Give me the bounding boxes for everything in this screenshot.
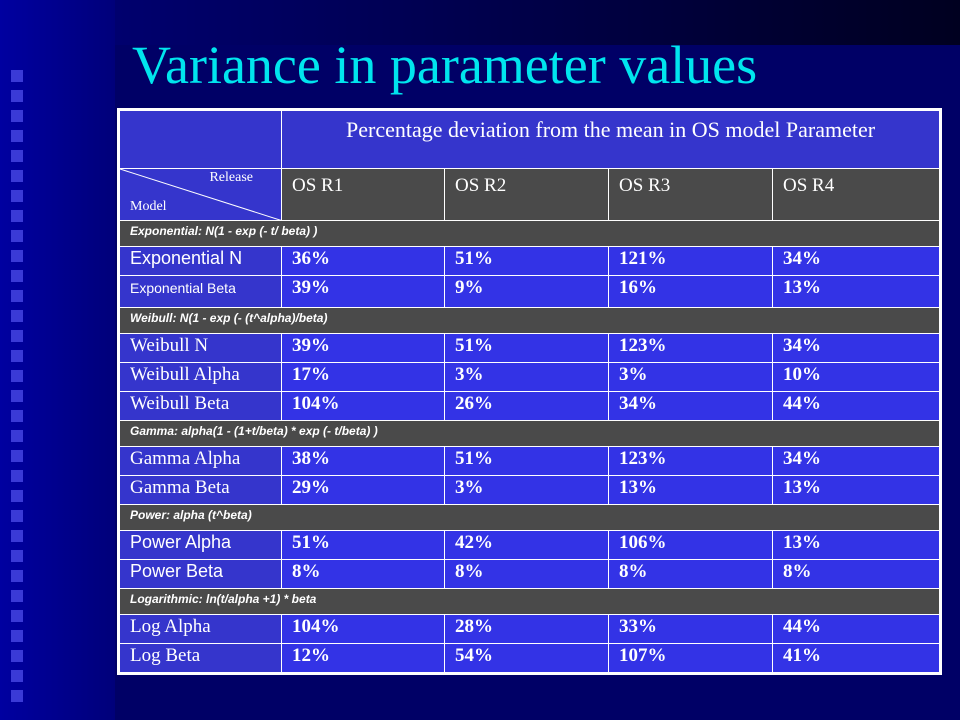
table-row: Exponential N 36% 51% 121% 34%	[118, 246, 942, 276]
cell-value: 34%	[608, 391, 773, 421]
cell-value: 51%	[444, 446, 609, 476]
cell-value: 29%	[281, 475, 445, 505]
row-label: Exponential Beta	[118, 275, 282, 308]
section-row-weibull: Weibull: N(1 - exp (- (t^alpha)/beta)	[117, 307, 942, 334]
column-header-os-r4: OS R4	[771, 168, 942, 221]
cell-value: 3%	[444, 362, 609, 392]
header-title-cell: Percentage deviation from the mean in OS…	[280, 109, 942, 169]
cell-value: 104%	[281, 391, 445, 421]
column-header-row: Release Model OS R1 OS R2 OS R3 OS R4	[118, 168, 942, 221]
column-header-os-r3: OS R3	[608, 168, 773, 221]
section-title: Exponential: N(1 - exp (- t/ beta) )	[117, 220, 942, 247]
cell-value: 8%	[444, 559, 609, 589]
cell-value: 10%	[771, 362, 942, 392]
row-label: Exponential N	[118, 246, 282, 276]
cell-value: 13%	[771, 475, 942, 505]
cell-value: 28%	[444, 614, 609, 644]
row-label: Weibull N	[118, 333, 282, 363]
cell-value: 16%	[608, 275, 773, 308]
cell-value: 104%	[281, 614, 445, 644]
cell-value: 42%	[444, 530, 609, 560]
cell-value: 44%	[771, 614, 942, 644]
corner-model-label: Model	[130, 199, 167, 214]
cell-value: 107%	[608, 643, 773, 674]
cell-value: 38%	[281, 446, 445, 476]
cell-value: 8%	[771, 559, 942, 589]
cell-value: 123%	[608, 446, 773, 476]
slide-title: Variance in parameter values	[132, 35, 758, 95]
table-header-row: Percentage deviation from the mean in OS…	[118, 109, 942, 169]
table-row: Power Alpha 51% 42% 106% 13%	[118, 530, 942, 560]
row-label: Power Alpha	[118, 530, 282, 560]
cell-value: 51%	[281, 530, 445, 560]
cell-value: 3%	[608, 362, 773, 392]
cell-value: 9%	[444, 275, 609, 308]
column-header-os-r2: OS R2	[444, 168, 609, 221]
column-header-os-r1: OS R1	[281, 168, 445, 221]
table-row: Weibull Alpha 17% 3% 3% 10%	[118, 362, 942, 392]
decorative-left-strip	[0, 0, 115, 720]
table-row: Log Alpha 104% 28% 33% 44%	[118, 614, 942, 644]
row-label: Weibull Alpha	[118, 362, 282, 392]
section-title: Weibull: N(1 - exp (- (t^alpha)/beta)	[117, 307, 942, 334]
cell-value: 54%	[444, 643, 609, 674]
cell-value: 51%	[444, 333, 609, 363]
corner-release-label: Release	[209, 170, 253, 185]
section-row-logarithmic: Logarithmic: ln(t/alpha +1) * beta	[117, 588, 942, 615]
cell-value: 34%	[771, 246, 942, 276]
cell-value: 13%	[771, 530, 942, 560]
cell-value: 26%	[444, 391, 609, 421]
decorative-squares	[4, 70, 30, 710]
cell-value: 39%	[281, 333, 445, 363]
cell-value: 41%	[771, 643, 942, 674]
deviation-table: Percentage deviation from the mean in OS…	[117, 108, 943, 675]
cell-value: 123%	[608, 333, 773, 363]
cell-value: 12%	[281, 643, 445, 674]
cell-value: 51%	[444, 246, 609, 276]
row-label: Log Beta	[118, 643, 282, 674]
cell-value: 34%	[771, 333, 942, 363]
section-row-exponential: Exponential: N(1 - exp (- t/ beta) )	[117, 220, 942, 247]
row-label: Log Alpha	[118, 614, 282, 644]
row-label: Weibull Beta	[118, 391, 282, 421]
cell-value: 8%	[281, 559, 445, 589]
table-row: Gamma Alpha 38% 51% 123% 34%	[118, 446, 942, 476]
cell-value: 39%	[281, 275, 445, 308]
section-title: Gamma: alpha(1 - (1+t/beta) * exp (- t/b…	[117, 420, 942, 447]
cell-value: 13%	[608, 475, 773, 505]
header-empty-cell	[118, 109, 282, 169]
cell-value: 44%	[771, 391, 942, 421]
row-label: Gamma Beta	[118, 475, 282, 505]
cell-value: 17%	[281, 362, 445, 392]
table-row: Power Beta 8% 8% 8% 8%	[118, 559, 942, 589]
section-title: Power: alpha (t^beta)	[117, 504, 942, 531]
section-row-power: Power: alpha (t^beta)	[117, 504, 942, 531]
section-row-gamma: Gamma: alpha(1 - (1+t/beta) * exp (- t/b…	[117, 420, 942, 447]
row-label: Gamma Alpha	[118, 446, 282, 476]
decorative-top-band	[115, 0, 960, 45]
cell-value: 33%	[608, 614, 773, 644]
cell-value: 34%	[771, 446, 942, 476]
table-row: Weibull N 39% 51% 123% 34%	[118, 333, 942, 363]
table-row: Exponential Beta 39% 9% 16% 13%	[118, 275, 942, 308]
section-title: Logarithmic: ln(t/alpha +1) * beta	[117, 588, 942, 615]
table-row: Gamma Beta 29% 3% 13% 13%	[118, 475, 942, 505]
cell-value: 13%	[771, 275, 942, 308]
cell-value: 36%	[281, 246, 445, 276]
corner-diagonal	[120, 169, 283, 221]
table-row: Log Beta 12% 54% 107% 41%	[118, 643, 942, 674]
table-row: Weibull Beta 104% 26% 34% 44%	[118, 391, 942, 421]
cell-value: 8%	[608, 559, 773, 589]
cell-value: 121%	[608, 246, 773, 276]
cell-value: 106%	[608, 530, 773, 560]
row-label: Power Beta	[118, 559, 282, 589]
cell-value: 3%	[444, 475, 609, 505]
release-model-corner-cell: Release Model	[118, 168, 283, 221]
